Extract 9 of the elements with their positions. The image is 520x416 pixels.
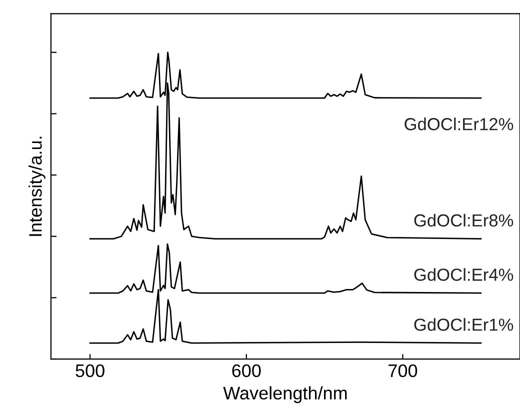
series-label: GdOCl:Er8%: [414, 214, 514, 227]
x-tick-label: 600: [232, 364, 261, 378]
x-axis-title: Wavelength/nm: [223, 386, 347, 404]
series-label: GdOCl:Er4%: [414, 268, 514, 281]
series-label: GdOCl:Er12%: [404, 118, 514, 130]
y-axis-title: Intensity/a.u.: [28, 136, 46, 236]
x-tick-label: 700: [388, 364, 418, 378]
x-tick-label: 500: [76, 364, 104, 378]
series-label: GdOCl:Er1%: [414, 318, 514, 331]
